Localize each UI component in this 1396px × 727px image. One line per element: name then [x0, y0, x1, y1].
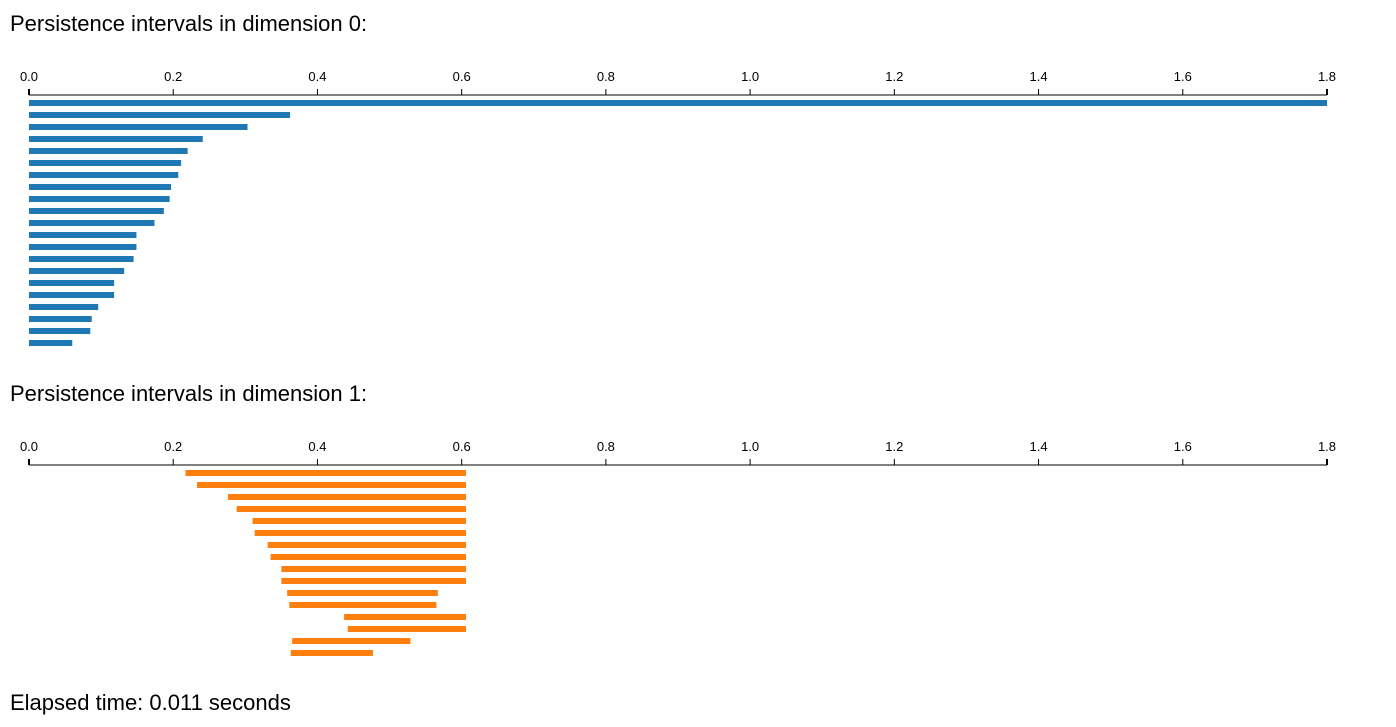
persistence-interval-bar [29, 208, 164, 214]
persistence-interval-bar [29, 244, 137, 250]
persistence-interval-bar [267, 542, 466, 548]
x-tick-label: 1.8 [1318, 69, 1336, 84]
dimension-1-heading: Persistence intervals in dimension 1: [10, 381, 368, 406]
x-tick-label: 1.8 [1318, 439, 1336, 454]
x-tick-label: 0.2 [164, 439, 182, 454]
x-tick-label: 0.6 [453, 439, 471, 454]
persistence-interval-bar [254, 530, 466, 536]
persistence-interval-bar [29, 112, 291, 118]
persistence-interval-bar [29, 292, 115, 298]
x-tick-label: 0.4 [308, 439, 326, 454]
persistence-interval-bar [29, 328, 91, 334]
persistence-interval-bar [29, 316, 92, 322]
dimension-0-heading: Persistence intervals in dimension 0: [10, 11, 368, 36]
persistence-interval-bar [344, 614, 466, 620]
persistence-interval-bar [29, 172, 179, 178]
persistence-interval-bar [29, 232, 137, 238]
persistence-interval-bar [29, 136, 203, 142]
x-tick-label: 1.0 [741, 69, 759, 84]
x-tick-label: 0.0 [20, 439, 38, 454]
persistence-interval-bar [29, 160, 182, 166]
persistence-interval-bar [29, 340, 73, 346]
persistence-interval-bar [29, 268, 125, 274]
barcode-chart-dimension-0: 0.0 0.2 0.4 0.6 0.8 1.0 1.2 1.4 1.6 1.8 [20, 69, 1336, 346]
persistence-interval-bar [29, 220, 155, 226]
persistence-interval-bar [29, 124, 248, 130]
x-tick-label: 0.8 [597, 69, 615, 84]
persistence-interval-bar [236, 506, 466, 512]
x-tick-label: 1.4 [1030, 69, 1048, 84]
x-tick-label: 1.4 [1030, 439, 1048, 454]
persistence-interval-bar [29, 280, 115, 286]
persistence-interval-bar [197, 482, 466, 488]
persistence-interval-bar [281, 578, 466, 584]
persistence-interval-bar [252, 518, 466, 524]
persistence-interval-bar [289, 602, 437, 608]
x-tick-label: 1.6 [1174, 439, 1192, 454]
persistence-interval-bar [292, 638, 411, 644]
persistence-interval-bar [29, 100, 1327, 106]
x-tick-label: 0.2 [164, 69, 182, 84]
barcode-chart-dimension-1: 0.0 0.2 0.4 0.6 0.8 1.0 1.2 1.4 1.6 1.8 [20, 439, 1336, 656]
x-tick-label: 1.6 [1174, 69, 1192, 84]
x-tick-label: 0.6 [453, 69, 471, 84]
persistence-interval-bar [29, 184, 172, 190]
persistence-interval-bar [29, 148, 188, 154]
persistence-interval-bar [290, 650, 373, 656]
x-tick-label: 0.0 [20, 69, 38, 84]
persistence-interval-bar [29, 256, 134, 262]
x-tick-label: 0.4 [308, 69, 326, 84]
persistence-interval-bar [29, 304, 99, 310]
x-tick-label: 1.2 [885, 439, 903, 454]
x-tick-label: 0.8 [597, 439, 615, 454]
persistence-interval-bar [270, 554, 466, 560]
x-tick-label: 1.2 [885, 69, 903, 84]
elapsed-time-label: Elapsed time: 0.011 seconds [10, 690, 291, 715]
persistence-interval-bar [347, 626, 466, 632]
persistence-interval-bar [185, 470, 466, 476]
persistence-interval-bar [287, 590, 438, 596]
x-tick-label: 1.0 [741, 439, 759, 454]
persistence-interval-bar [281, 566, 466, 572]
persistence-interval-bar [228, 494, 466, 500]
persistence-interval-bar [29, 196, 170, 202]
